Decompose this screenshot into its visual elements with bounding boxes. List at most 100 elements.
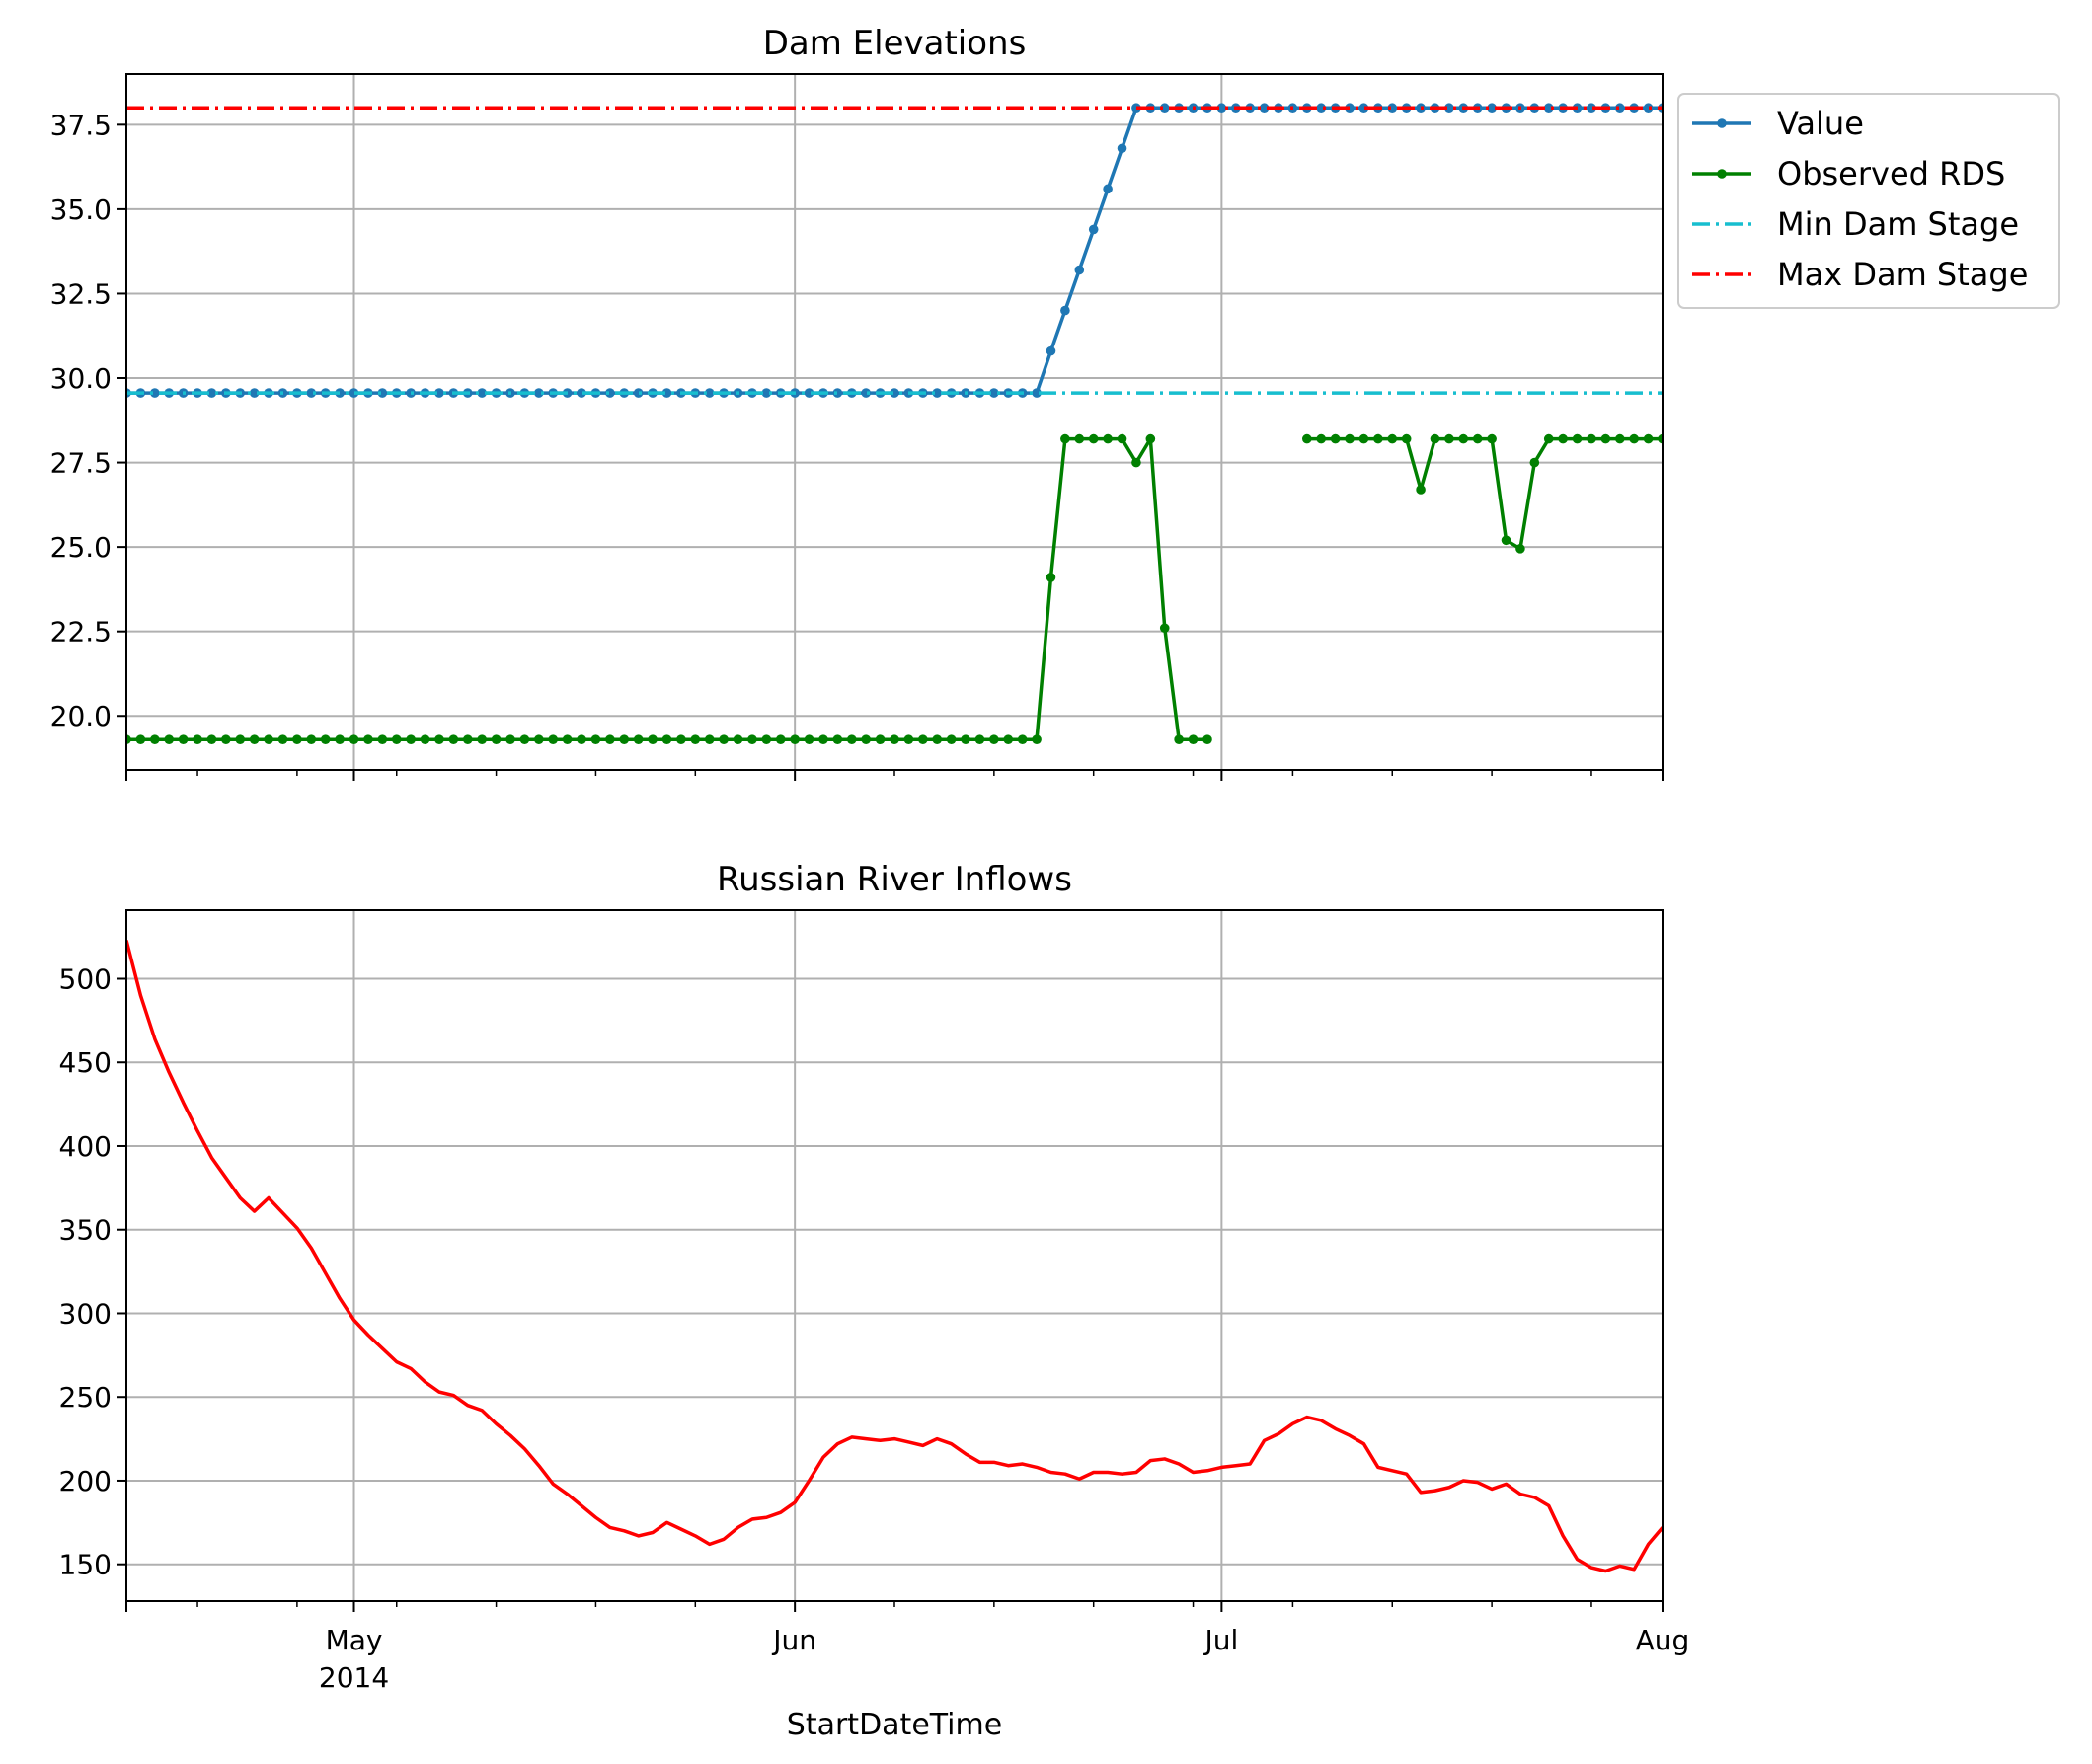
observed-rds-point xyxy=(1188,734,1199,744)
observed-rds-point xyxy=(1003,734,1014,744)
legend-label: Observed RDS xyxy=(1777,155,2005,192)
observed-rds-point xyxy=(818,734,828,744)
legend: Value Observed RDS Min Dam Stage Max Dam St… xyxy=(1677,93,2060,309)
observed-rds-point xyxy=(462,734,473,744)
observed-rds-point xyxy=(690,734,701,744)
observed-rds-point xyxy=(1558,433,1568,444)
value-point xyxy=(1032,388,1042,398)
axes-frame xyxy=(125,909,1664,1602)
observed-rds-point xyxy=(206,734,217,744)
observed-rds-point xyxy=(775,734,786,744)
observed-rds-point xyxy=(1117,433,1127,444)
observed-rds-point xyxy=(135,734,146,744)
y-tick-label: 350 xyxy=(59,1214,112,1247)
value-point xyxy=(804,388,814,398)
value-point xyxy=(434,388,444,398)
observed-rds-point xyxy=(932,734,943,744)
observed-rds-point xyxy=(1373,433,1383,444)
x-axis-label: StartDateTime xyxy=(787,1708,1002,1742)
y-tick-label: 500 xyxy=(59,962,112,995)
value-legend-marker xyxy=(1717,118,1727,128)
observed-rds-point xyxy=(164,734,175,744)
x-tick-sublabel: 2014 xyxy=(319,1661,389,1694)
observed-rds-point xyxy=(1515,544,1525,554)
axes-frame xyxy=(125,73,1664,771)
observed-rds-point xyxy=(1046,573,1056,582)
observed-rds-point xyxy=(1330,433,1341,444)
observed-rds-point xyxy=(477,734,487,744)
observed-rds-point xyxy=(391,734,402,744)
value-point xyxy=(1444,103,1454,114)
observed-rds-point xyxy=(1472,433,1483,444)
observed-rds-point xyxy=(633,734,644,744)
observed-rds-point xyxy=(918,734,928,744)
observed-rds-point xyxy=(761,734,772,744)
value-point xyxy=(1159,103,1170,114)
observed-rds-point xyxy=(505,734,515,744)
observed-rds-point xyxy=(221,734,231,744)
observed-rds-point xyxy=(406,734,416,744)
value-point xyxy=(1216,103,1227,114)
y-tick-label: 22.5 xyxy=(50,616,112,649)
observed-rds-point xyxy=(619,734,630,744)
inflow-line xyxy=(126,940,1663,1573)
value-point xyxy=(661,388,672,398)
observed-rds-point xyxy=(1145,433,1156,444)
legend-box xyxy=(1677,93,2060,309)
observed-rds-point xyxy=(420,734,430,744)
observed-rds-point xyxy=(235,734,246,744)
observed-rds-point xyxy=(1587,433,1596,444)
observed-rds-point xyxy=(733,734,743,744)
observed-rds-point xyxy=(648,734,658,744)
value-point xyxy=(989,388,999,398)
value-point xyxy=(377,388,388,398)
value-point xyxy=(1060,305,1070,316)
value-point xyxy=(577,388,586,398)
observed-rds-point xyxy=(1060,433,1070,444)
observed-rds-point xyxy=(890,734,899,744)
y-tick-label: 25.0 xyxy=(50,531,112,564)
observed-rds-point xyxy=(1017,734,1028,744)
value-point xyxy=(1074,265,1085,275)
observed-rds-point xyxy=(1458,433,1469,444)
observed-rds-point xyxy=(961,734,970,744)
observed-rds-point xyxy=(335,734,345,744)
value-point xyxy=(150,388,160,398)
observed-rds-point xyxy=(1159,623,1170,634)
value-point xyxy=(932,388,943,398)
observed-rds-point xyxy=(605,734,615,744)
observed-rds-point xyxy=(1543,433,1554,444)
observed-rds-point xyxy=(1643,433,1654,444)
observed-rds-point xyxy=(1387,433,1398,444)
observed-rds-point xyxy=(178,734,189,744)
observed-rds-point xyxy=(519,734,530,744)
y-tick-label: 250 xyxy=(59,1381,112,1414)
observed-rds-point xyxy=(1302,433,1312,444)
legend-label: Max Dam Stage xyxy=(1777,256,2028,293)
observed-rds-point xyxy=(704,734,715,744)
value-point xyxy=(1088,224,1099,235)
observed-rds-point xyxy=(1572,433,1583,444)
observed-rds-point xyxy=(790,734,800,744)
observed-rds-point xyxy=(1103,433,1113,444)
observed-rds-point xyxy=(534,734,544,744)
observed-rds-point xyxy=(1600,433,1611,444)
observed-rds-point xyxy=(562,734,573,744)
value-point xyxy=(1117,143,1127,154)
observed-rds-point xyxy=(875,734,886,744)
y-tick-label: 200 xyxy=(59,1465,112,1497)
y-tick-label: 30.0 xyxy=(50,362,112,395)
observed-rds-point xyxy=(349,734,359,744)
observed-rds-point xyxy=(1202,734,1212,744)
x-tick-label: Aug xyxy=(1636,1624,1690,1656)
observed-rds-point xyxy=(292,734,302,744)
observed-rds-point xyxy=(363,734,373,744)
value-point xyxy=(1103,184,1113,194)
observed-rds-point xyxy=(1401,433,1412,444)
observed-rds-point xyxy=(1614,433,1625,444)
value-line xyxy=(126,106,1663,395)
observed-rds-point xyxy=(377,734,388,744)
value-point xyxy=(890,388,899,398)
observed-rds-line xyxy=(1306,436,1663,551)
observed-rds-point xyxy=(1658,433,1663,444)
